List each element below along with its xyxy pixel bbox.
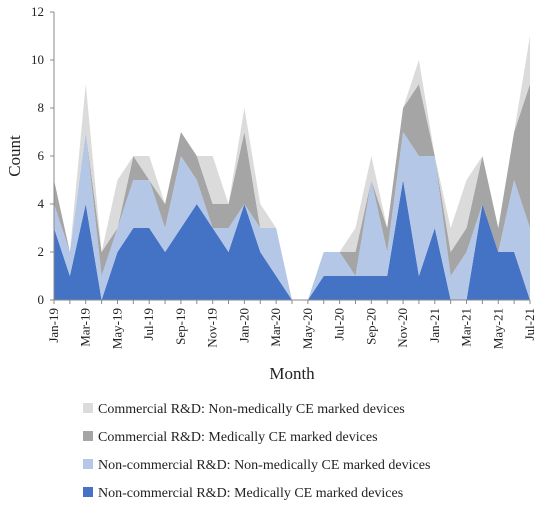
x-tick-label: Nov-19 — [205, 308, 220, 348]
legend-label-0: Non-commercial R&D: Medically CE marked … — [98, 486, 403, 501]
y-tick-label: 2 — [38, 244, 45, 259]
x-tick-label: Jul-20 — [332, 308, 347, 341]
y-tick-label: 12 — [31, 4, 44, 19]
x-tick-label: Jul-21 — [522, 308, 537, 341]
legend-swatch-1 — [83, 459, 93, 469]
y-tick-label: 0 — [38, 292, 45, 307]
x-tick-label: Jan-20 — [236, 308, 251, 343]
x-tick-label: Sep-20 — [363, 308, 378, 345]
y-tick-label: 8 — [38, 100, 45, 115]
area-series-group — [54, 36, 530, 300]
legend: Commercial R&D: Non-medically CE marked … — [83, 402, 430, 501]
x-tick-label: Mar-19 — [78, 308, 93, 347]
x-tick-label: Jan-21 — [427, 308, 442, 343]
x-tick-label: Jul-19 — [141, 308, 156, 341]
x-tick-label: Nov-20 — [395, 308, 410, 348]
x-tick-label: May-19 — [109, 308, 124, 349]
x-tick-label: Sep-19 — [173, 308, 188, 345]
legend-swatch-3 — [83, 403, 93, 413]
x-tick-label: Jan-19 — [46, 308, 61, 343]
x-tick-label: Mar-20 — [268, 308, 283, 347]
x-tick-label: Mar-21 — [459, 308, 474, 347]
x-axis-title: Month — [269, 364, 315, 383]
legend-swatch-2 — [83, 431, 93, 441]
y-axis-title: Count — [5, 135, 24, 177]
legend-label-1: Non-commercial R&D: Non-medically CE mar… — [98, 458, 430, 473]
area-series-2 — [54, 84, 530, 300]
x-tick-label: May-20 — [300, 308, 315, 349]
y-tick-label: 10 — [31, 52, 44, 67]
x-tick-label: May-21 — [490, 308, 505, 349]
legend-label-2: Commercial R&D: Medically CE marked devi… — [98, 430, 378, 445]
legend-swatch-0 — [83, 487, 93, 497]
y-tick-label: 6 — [38, 148, 45, 163]
area-series-3 — [54, 36, 530, 300]
y-tick-label: 4 — [38, 196, 45, 211]
legend-label-3: Commercial R&D: Non-medically CE marked … — [98, 402, 405, 417]
area-series-0 — [54, 180, 530, 300]
area-series-1 — [54, 132, 530, 300]
